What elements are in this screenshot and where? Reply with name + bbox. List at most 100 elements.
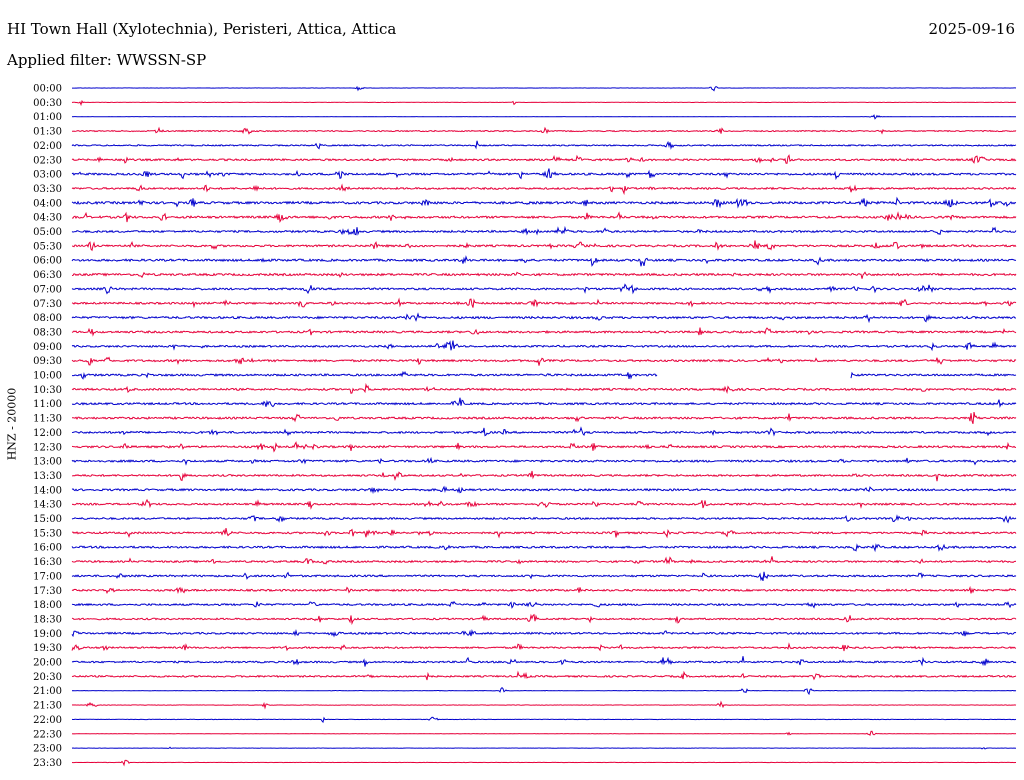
trace-05-30 xyxy=(72,240,1017,252)
trace-16-00 xyxy=(71,543,1017,553)
time-tick-10-30: 10:30 xyxy=(33,385,62,396)
time-tick-08-00: 08:00 xyxy=(33,313,62,324)
trace-20-30 xyxy=(71,670,1017,681)
time-tick-02-00: 02:00 xyxy=(33,141,62,152)
time-tick-10-00: 10:00 xyxy=(33,371,62,382)
trace-12-30 xyxy=(71,441,1016,453)
time-tick-06-30: 06:30 xyxy=(33,270,62,281)
time-tick-22-00: 22:00 xyxy=(33,715,62,726)
time-tick-07-30: 07:30 xyxy=(33,299,62,310)
time-tick-00-00: 00:00 xyxy=(33,84,62,95)
time-tick-17-00: 17:00 xyxy=(33,571,62,582)
time-tick-05-30: 05:30 xyxy=(33,241,62,252)
time-tick-02-30: 02:30 xyxy=(33,155,62,166)
time-tick-19-00: 19:00 xyxy=(33,629,62,640)
time-tick-04-30: 04:30 xyxy=(33,213,62,224)
trace-06-00 xyxy=(71,255,1017,267)
time-tick-05-00: 05:00 xyxy=(33,227,62,238)
trace-23-00 xyxy=(71,746,1017,750)
trace-08-30 xyxy=(71,327,1017,337)
time-tick-16-00: 16:00 xyxy=(33,543,62,554)
time-tick-12-00: 12:00 xyxy=(33,428,62,439)
trace-19-00 xyxy=(71,628,1017,638)
trace-08-00 xyxy=(71,312,1016,324)
trace-02-30 xyxy=(71,154,1017,164)
trace-11-30 xyxy=(72,411,1017,424)
trace-15-30 xyxy=(71,528,1017,539)
time-tick-13-30: 13:30 xyxy=(33,471,62,482)
time-tick-12-30: 12:30 xyxy=(33,442,62,453)
trace-21-30 xyxy=(71,700,1017,710)
trace-06-30 xyxy=(71,271,1017,279)
trace-17-00 xyxy=(71,571,1017,582)
time-tick-17-30: 17:30 xyxy=(33,586,62,597)
trace-02-00 xyxy=(71,140,1017,150)
time-tick-01-00: 01:00 xyxy=(33,112,62,123)
time-tick-14-30: 14:30 xyxy=(33,500,62,511)
time-tick-00-30: 00:30 xyxy=(33,98,62,109)
time-tick-09-00: 09:00 xyxy=(33,342,62,353)
seismogram-traces xyxy=(71,85,1017,767)
trace-10-00 xyxy=(72,370,1017,380)
time-tick-18-30: 18:30 xyxy=(33,614,62,625)
trace-07-00 xyxy=(71,283,1017,295)
trace-22-00 xyxy=(71,716,1017,724)
trace-05-00 xyxy=(71,225,1017,236)
time-tick-20-30: 20:30 xyxy=(33,672,62,683)
time-tick-06-00: 06:00 xyxy=(33,256,62,267)
trace-01-00 xyxy=(71,114,1017,120)
trace-00-00 xyxy=(72,85,1017,92)
trace-09-00 xyxy=(71,340,1017,352)
record-date: 2025-09-16 xyxy=(928,20,1015,38)
trace-17-30 xyxy=(71,585,1017,594)
trace-07-30 xyxy=(71,297,1017,309)
trace-04-00 xyxy=(71,196,1017,209)
trace-22-30 xyxy=(71,730,1017,736)
time-tick-16-30: 16:30 xyxy=(33,557,62,568)
trace-18-30 xyxy=(71,613,1017,626)
time-tick-22-30: 22:30 xyxy=(33,729,62,740)
trace-03-00 xyxy=(71,168,1017,181)
time-tick-01-30: 01:30 xyxy=(33,127,62,138)
time-tick-15-00: 15:00 xyxy=(33,514,62,525)
trace-12-00 xyxy=(71,426,1017,437)
trace-09-30 xyxy=(71,356,1017,366)
time-tick-09-30: 09:30 xyxy=(33,356,62,367)
trace-10-30 xyxy=(71,382,1017,395)
time-tick-labels: 00:00 00:30 01:00 01:30 02:00 02:30 03:00 03:30… xyxy=(33,84,62,769)
trace-14-00 xyxy=(71,485,1017,495)
time-tick-18-00: 18:00 xyxy=(33,600,62,611)
time-tick-08-30: 08:30 xyxy=(33,327,62,338)
time-tick-21-30: 21:30 xyxy=(33,701,62,712)
time-tick-14-00: 14:00 xyxy=(33,485,62,496)
trace-15-00 xyxy=(71,514,1017,524)
trace-11-00 xyxy=(71,397,1017,409)
time-tick-07-00: 07:00 xyxy=(33,284,62,295)
time-tick-04-00: 04:00 xyxy=(33,198,62,209)
trace-16-30 xyxy=(71,556,1017,565)
time-tick-23-00: 23:00 xyxy=(33,744,62,755)
time-tick-19-30: 19:30 xyxy=(33,643,62,654)
trace-13-30 xyxy=(71,470,1017,482)
trace-20-00 xyxy=(71,656,1017,667)
trace-18-00 xyxy=(71,600,1017,609)
trace-19-30 xyxy=(71,642,1017,652)
station-title: HI Town Hall (Xylotechnia), Peristeri, A… xyxy=(7,20,397,38)
trace-04-30 xyxy=(71,211,1017,223)
time-tick-11-00: 11:00 xyxy=(33,399,62,410)
trace-23-30 xyxy=(71,759,1016,767)
trace-00-30 xyxy=(71,99,1017,107)
trace-03-30 xyxy=(71,183,1017,196)
time-tick-13-00: 13:00 xyxy=(33,457,62,468)
time-tick-20-00: 20:00 xyxy=(33,658,62,669)
time-tick-03-00: 03:00 xyxy=(33,170,62,181)
time-tick-03-30: 03:30 xyxy=(33,184,62,195)
time-tick-23-30: 23:30 xyxy=(33,758,62,769)
trace-21-00 xyxy=(71,687,1017,696)
time-tick-15-30: 15:30 xyxy=(33,528,62,539)
trace-14-30 xyxy=(71,498,1017,510)
trace-01-30 xyxy=(72,126,1017,135)
time-tick-21-00: 21:00 xyxy=(33,686,62,697)
filter-label: Applied filter: WWSSN-SP xyxy=(7,51,207,69)
